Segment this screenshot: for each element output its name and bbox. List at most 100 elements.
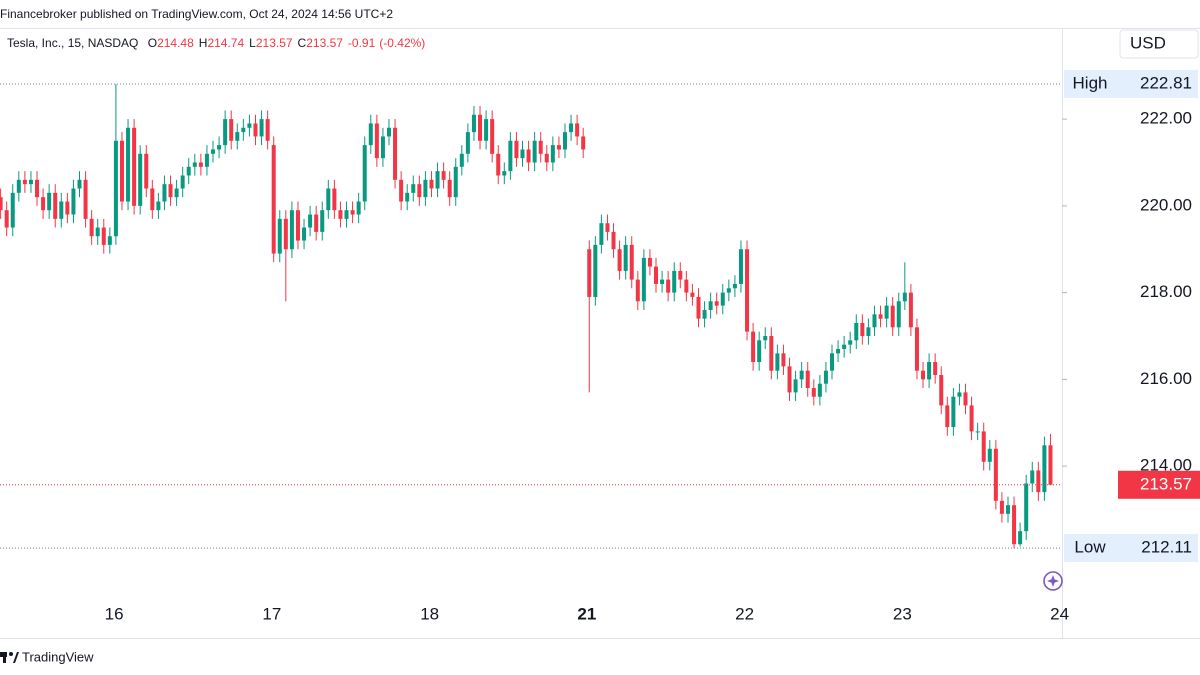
candle-body (787, 366, 792, 393)
candle-body (368, 123, 373, 146)
candle-body (660, 279, 665, 284)
candle-body (726, 288, 731, 293)
candle-body (981, 431, 986, 462)
candle-body (914, 327, 919, 371)
candle-body (386, 127, 391, 137)
candle-body (168, 184, 173, 198)
candle-body (811, 388, 816, 397)
candle-body (842, 344, 847, 350)
candle-body (587, 249, 592, 297)
candle-body (53, 192, 58, 219)
candle-body (1030, 470, 1035, 484)
candle-body (641, 257, 646, 302)
candle-body (459, 153, 464, 167)
candle-body (223, 119, 228, 146)
candle-body (823, 370, 828, 384)
candle-body (320, 210, 325, 232)
candle-body (338, 210, 343, 219)
candle-body (247, 123, 252, 128)
candle-body (575, 123, 580, 137)
currency-box[interactable] (1119, 29, 1199, 59)
candle-body (605, 223, 610, 232)
candle-body (417, 184, 422, 198)
candle-body (405, 192, 410, 202)
candle-body (295, 210, 300, 241)
plot-area (0, 83, 1062, 549)
candle-body (441, 171, 446, 180)
candle-body (860, 322, 865, 336)
candle-body (836, 349, 841, 354)
ai-icon[interactable] (1043, 571, 1063, 591)
header: Financebroker published on TradingView.c… (0, 7, 393, 21)
candle-body (884, 305, 889, 319)
price-axis: USD 214.00 216.00 218.00 220.00 222.00 High 22… (1062, 29, 1200, 563)
candle-body (902, 292, 907, 302)
candle-body (927, 362, 932, 380)
candle-body (484, 119, 489, 141)
candle-body (198, 162, 203, 167)
candle-body (939, 375, 944, 406)
candle-body (271, 145, 276, 254)
candle-body (217, 145, 222, 150)
candle-body (332, 188, 337, 211)
candle-body (144, 153, 149, 189)
candle-body (696, 296, 701, 319)
candle-body (945, 405, 950, 428)
candle-body (647, 257, 652, 267)
last-price-box (1118, 470, 1200, 499)
candle-body (999, 500, 1004, 514)
candle-body (666, 279, 671, 293)
candle-body (745, 249, 750, 332)
candle-body (781, 353, 786, 367)
candle-body (204, 153, 209, 167)
legend-symbol: Tesla, Inc., 15, NASDAQ (7, 36, 138, 50)
candle-body (423, 179, 428, 198)
high-marker-label-box (1064, 69, 1198, 98)
candle-body (738, 249, 743, 284)
high-marker-value: 222.81 (1140, 73, 1192, 92)
y-tick-label: 218.00 (1140, 282, 1192, 301)
candle-body (908, 292, 913, 328)
candle-body (435, 171, 440, 189)
x-tick-label: 17 (262, 604, 281, 623)
candle-body (684, 279, 689, 293)
candle-body (150, 188, 155, 211)
candle-body (702, 309, 707, 319)
low-marker-value: 212.11 (1141, 538, 1192, 557)
candle-body (374, 123, 379, 159)
candle-body (829, 353, 835, 371)
candle-body (872, 314, 877, 328)
candle-body (878, 314, 883, 319)
candle-body (283, 218, 288, 250)
candle-body (229, 119, 234, 141)
legend-value: 213.57 (256, 36, 293, 50)
candle-body (993, 448, 998, 501)
candle-body (71, 188, 76, 215)
candle-body (277, 218, 282, 254)
candle-body (132, 127, 137, 206)
candle-body (362, 145, 367, 202)
candle-body (180, 175, 185, 189)
candle-body (593, 244, 598, 297)
candle-body (478, 114, 483, 141)
candle-body (314, 214, 319, 232)
candle-body (41, 197, 46, 211)
x-tick-label: 21 (577, 604, 596, 623)
candle-body (951, 396, 956, 428)
candle-body (156, 201, 161, 211)
legend-key: C (298, 36, 307, 50)
candle-body (678, 270, 683, 280)
candle-body (326, 188, 331, 211)
candle-body (289, 210, 294, 250)
x-tick-label: 18 (420, 604, 439, 623)
candle-body (101, 227, 106, 245)
candle-body (399, 179, 404, 202)
candle-body (192, 162, 197, 167)
candle-body (896, 301, 901, 328)
y-tick-label: 222.00 (1140, 109, 1192, 128)
footer-logo (0, 652, 19, 663)
candle-body (471, 114, 476, 133)
candle-body (344, 210, 349, 219)
